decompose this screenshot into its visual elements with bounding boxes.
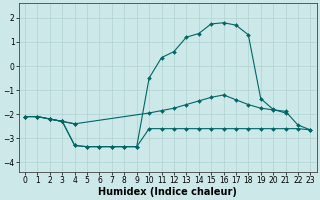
X-axis label: Humidex (Indice chaleur): Humidex (Indice chaleur) [98, 187, 237, 197]
